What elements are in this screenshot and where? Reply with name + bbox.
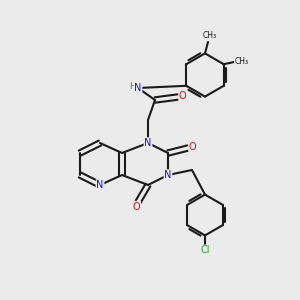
Text: O: O (189, 142, 196, 152)
Text: O: O (133, 202, 140, 212)
Text: O: O (179, 92, 187, 101)
Text: Cl: Cl (200, 245, 210, 255)
Text: N: N (164, 170, 172, 180)
Text: CH₃: CH₃ (235, 57, 249, 66)
Text: N: N (134, 83, 142, 93)
Text: N: N (144, 138, 152, 148)
Text: CH₃: CH₃ (202, 31, 217, 40)
Text: H: H (129, 82, 135, 91)
Text: N: N (96, 180, 104, 190)
